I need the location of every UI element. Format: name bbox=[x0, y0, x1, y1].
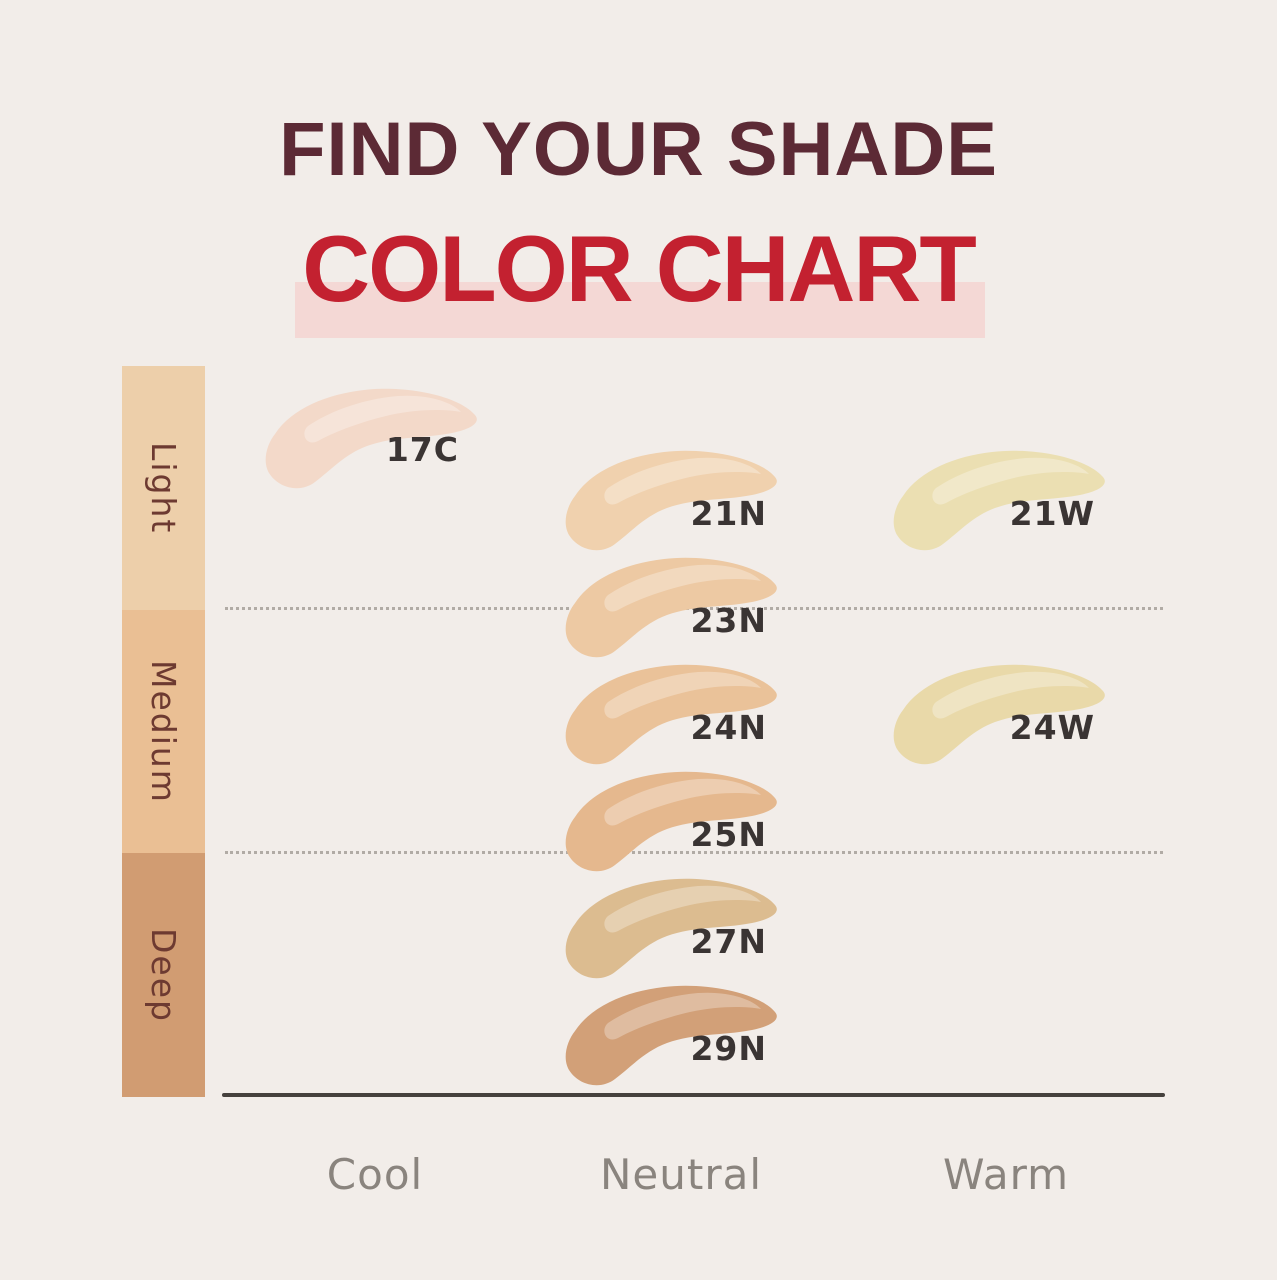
column-label-cool: Cool bbox=[326, 1150, 424, 1199]
column-label-neutral: Neutral bbox=[599, 1150, 763, 1199]
page-subtitle: COLOR CHART bbox=[302, 216, 977, 321]
shade-swatch-21w: 21W bbox=[884, 446, 1109, 554]
row-label-medium: Medium bbox=[144, 659, 183, 804]
shade-label-21n: 21N bbox=[690, 494, 767, 533]
shade-swatch-17c: 17C bbox=[256, 384, 481, 492]
shade-label-24n: 24N bbox=[690, 708, 767, 747]
shade-label-24w: 24W bbox=[1009, 708, 1095, 747]
shade-swatch-27n: 27N bbox=[556, 874, 781, 982]
shade-label-25n: 25N bbox=[690, 815, 767, 854]
page-subtitle-block: COLOR CHART bbox=[0, 222, 1277, 342]
column-label-warm: Warm bbox=[942, 1150, 1070, 1199]
baseline-axis bbox=[222, 1093, 1165, 1097]
shade-swatch-29n: 29N bbox=[556, 981, 781, 1089]
row-band-deep: Deep bbox=[122, 853, 205, 1098]
shade-label-23n: 23N bbox=[690, 601, 767, 640]
shade-label-29n: 29N bbox=[690, 1029, 767, 1068]
row-label-light: Light bbox=[144, 441, 183, 535]
shade-label-27n: 27N bbox=[690, 922, 767, 961]
shade-label-21w: 21W bbox=[1009, 494, 1095, 533]
page-title: FIND YOUR SHADE bbox=[279, 107, 998, 192]
shade-label-17c: 17C bbox=[385, 430, 459, 469]
shade-swatch-25n: 25N bbox=[556, 767, 781, 875]
separator-medium-deep bbox=[225, 851, 1163, 854]
row-label-deep: Deep bbox=[144, 927, 183, 1023]
shade-swatch-21n: 21N bbox=[556, 446, 781, 554]
row-band-medium: Medium bbox=[122, 609, 205, 854]
depth-axis-bar: Light Medium Deep bbox=[122, 366, 205, 1098]
shade-swatch-23n: 23N bbox=[556, 553, 781, 661]
shade-swatch-24n: 24N bbox=[556, 660, 781, 768]
subtitle-highlight-band bbox=[295, 282, 985, 338]
shade-swatch-24w: 24W bbox=[884, 660, 1109, 768]
row-band-light: Light bbox=[122, 366, 205, 610]
